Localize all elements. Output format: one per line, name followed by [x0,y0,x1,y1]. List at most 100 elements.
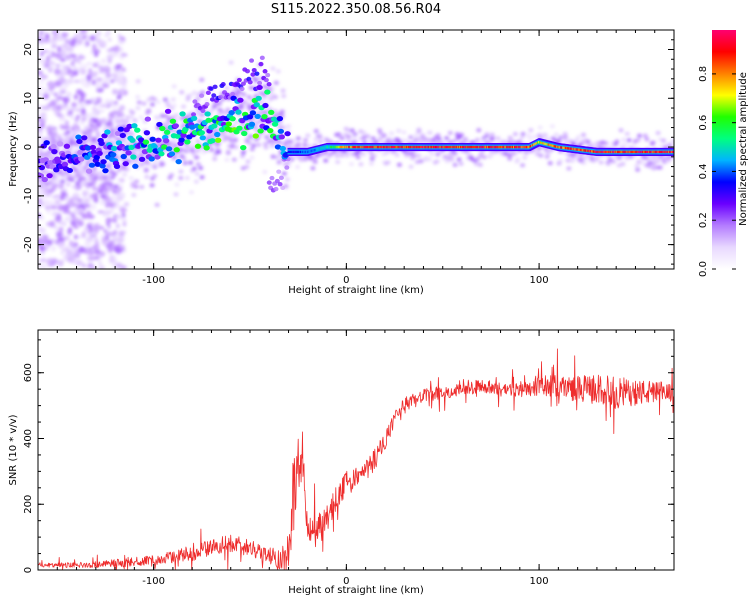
spectrogram-halo-mark [244,165,250,170]
spectrogram-halo-mark [50,155,56,160]
spectrogram-noise-mark [113,70,120,75]
spectrogram-noise-mark [54,68,61,75]
spectrogram-halo-mark [452,162,458,167]
spectrogram-halo-mark [91,186,97,191]
spectrogram-halo-mark [618,128,624,133]
spectrogram-noise-mark [114,120,122,124]
spectrogram-noise-mark [38,139,43,143]
spectrogram-halo-mark [269,143,275,148]
spectrogram-noise-mark [38,86,45,91]
colorbar-gradient [712,30,736,269]
spectrogram-halo-mark [191,151,197,156]
spectrogram-noise-mark [86,74,92,82]
spectrogram-halo-mark [650,140,656,145]
spectrogram-halo-mark [159,113,165,118]
spectrogram-halo-mark [369,156,375,161]
spectrogram-ridge-mark [38,173,45,179]
spectrogram-noise-mark [115,247,123,254]
spectrogram-halo-mark [246,95,252,100]
y-tick-label: -20 [23,236,34,252]
spectrogram-halo-mark [88,120,94,125]
spectrogram-noise-mark [72,64,77,72]
spectrogram-halo-mark [45,167,51,172]
spectrogram-halo-mark [305,133,311,138]
spectrogram-ridge-mark [93,154,100,160]
spectrogram-noise-mark [118,233,125,238]
spectrogram-halo-mark [124,202,130,207]
spectrogram-noise-mark [104,197,113,203]
colorbar-tick-label: 0.6 [698,115,709,131]
spectrogram-noise-mark [92,43,97,50]
spectrogram-halo-mark [193,179,199,184]
spectrogram-halo-mark [129,132,135,137]
spectrogram-halo-mark [436,137,442,142]
spectrogram-halo-mark [248,85,254,90]
spectrogram-noise-mark [117,73,125,81]
spectrogram-halo-mark [316,132,322,137]
spectrogram-ridge-mark [102,168,109,174]
spectrogram-halo-mark [199,112,205,117]
spectrogram-halo-mark [199,175,205,180]
spectrogram-halo-mark [174,113,180,118]
spectrogram-halo-mark [408,135,414,140]
spectrogram-ridge-mark [94,161,101,167]
spectrogram-halo-mark [452,151,458,156]
spectrogram-halo-mark [85,190,91,195]
spectrogram-noise-mark [47,49,52,56]
spectrogram-noise-mark [81,212,86,217]
spectrogram-halo-mark [458,161,464,166]
spectrogram-ridge-mark [228,109,235,116]
spectrogram-ridge-mark [262,102,269,109]
spectrogram-halo-mark [249,155,255,160]
spectrogram-ridge-mark [180,132,187,138]
spectrogram-halo-mark [144,174,150,179]
spectrogram-noise-mark [81,231,87,239]
spectrogram-halo-mark [51,186,57,191]
spectrogram-ridge-mark [253,102,260,108]
spectrogram-ridge-mark [274,144,282,150]
spectrogram-ridge-mark [155,137,162,143]
spectrogram-noise-mark [103,65,110,70]
spectrogram-branch-mark [240,81,246,86]
spectrogram-ridge-mark [75,134,82,140]
y-tick-label: 200 [23,495,34,514]
spectrogram-halo-mark [621,137,627,142]
spectrogram-halo-mark [658,144,664,149]
spectrogram-noise-mark [93,101,98,105]
spectrogram-halo-mark [610,159,616,164]
spectrogram-halo-mark [93,118,99,123]
spectrogram-halo-mark [131,192,137,197]
spectrogram-noise-mark [40,112,47,118]
spectrogram-noise-mark [119,79,127,86]
spectrogram-halo-mark [114,136,120,141]
spectrogram-halo-mark [285,124,291,129]
spectrogram-halo-mark [411,153,417,158]
spectrogram-halo-mark [296,142,302,147]
spectrogram-ylabel: Frequency (Hz) [8,111,19,187]
spectrogram-branch-mark [239,86,245,92]
spectrogram-ridge-mark [126,123,133,129]
spectrogram-ridge-mark [101,133,108,139]
spectrogram-halo-mark [248,134,254,139]
spectrogram-noise-mark [47,239,53,246]
spectrogram-noise-mark [50,245,57,252]
spectrogram-halo-mark [594,156,600,161]
spectrogram-halo-mark [195,162,201,167]
spectrogram-halo-mark [223,135,229,140]
spectrogram-noise-mark [51,43,58,49]
spectrogram-noise-mark [86,266,95,269]
spectrogram-halo-mark [189,190,195,195]
spectrogram-halo-mark [183,148,189,153]
spectrogram-halo-mark [538,153,544,158]
spectrogram-ridge-mark [169,118,177,124]
spectrogram-halo-mark [73,123,79,128]
spectrogram-halo-mark [642,133,648,138]
spectrogram-halo-mark [527,136,533,141]
spectrogram-ridge-mark [143,130,151,136]
spectrogram-ridge-mark [184,139,191,145]
spectrogram-ridge-mark [246,114,254,120]
spectrogram-halo-mark [303,138,309,143]
colorbar-label: Normalized spectral amplitude [738,72,749,226]
spectrogram-branch-mark [280,185,286,191]
spectrogram-noise-mark [62,96,70,103]
